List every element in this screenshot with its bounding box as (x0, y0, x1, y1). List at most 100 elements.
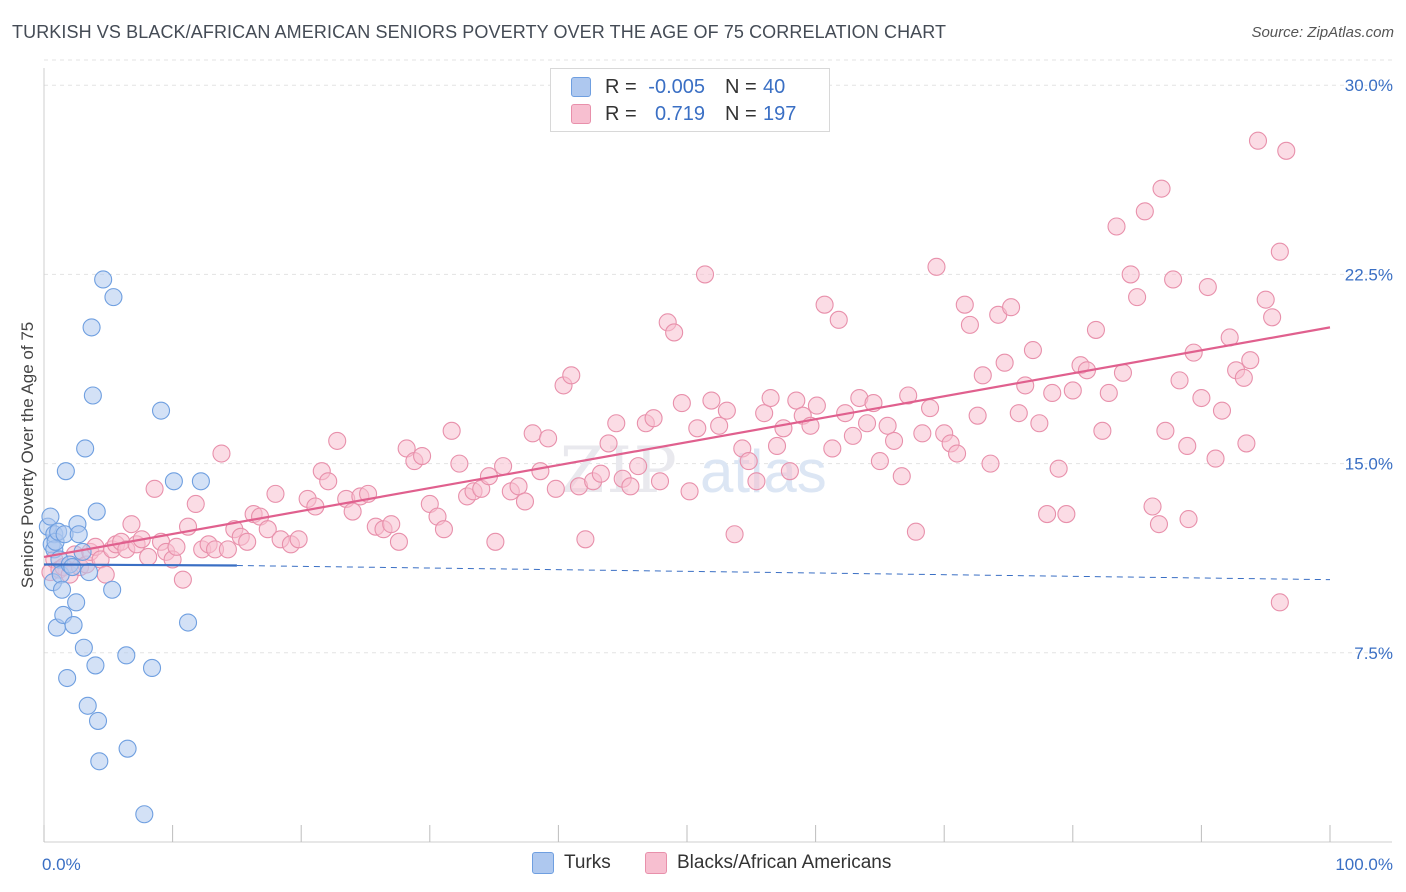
legend-swatch-turks (532, 852, 554, 874)
blacks-point (884, 431, 904, 450)
blacks-point (1099, 383, 1118, 403)
blacks-point (1192, 388, 1211, 408)
blacks-point (434, 520, 453, 539)
blacks-point (1063, 381, 1082, 400)
blacks-point (878, 416, 897, 435)
stats-legend: R = -0.005 N = 40 R = 0.719 N = 197 (550, 68, 830, 132)
blacks-point (139, 547, 158, 566)
turks-point (151, 401, 171, 420)
n-value: 197 (763, 102, 797, 125)
blacks-point (695, 265, 715, 284)
blacks-point (494, 457, 513, 476)
blacks-point (1152, 179, 1171, 198)
blacks-point (1241, 351, 1260, 370)
blacks-point (389, 532, 408, 551)
legend-row-blacks: R = 0.719 N = 197 (571, 101, 796, 127)
legend-swatch-blacks (571, 104, 591, 124)
turks-point (41, 507, 60, 526)
turks-point (79, 563, 99, 582)
blacks-point (238, 532, 257, 551)
blacks-point (755, 404, 774, 423)
blacks-point (258, 520, 277, 539)
legend-item-turks: Turks (532, 852, 611, 874)
turks-point (82, 318, 101, 337)
blacks-point (450, 454, 469, 473)
blacks-point (1256, 290, 1275, 309)
y-tick-label: 7.5% (1354, 644, 1393, 663)
blacks-point (680, 482, 699, 501)
blacks-point (870, 452, 889, 471)
blacks-point (442, 421, 461, 440)
blacks-point (815, 295, 834, 314)
blacks-point (546, 479, 565, 498)
r-label: R = (605, 102, 637, 125)
blacks-point (1198, 277, 1217, 297)
blacks-point (1149, 515, 1169, 534)
blacks-point (780, 462, 799, 481)
blacks-point (1016, 376, 1035, 395)
turks-point (103, 580, 122, 599)
turks-point (67, 593, 86, 612)
chart-title: TURKISH VS BLACK/AFRICAN AMERICAN SENIOR… (12, 22, 947, 42)
blacks-point (562, 366, 581, 385)
blacks-point (739, 452, 758, 471)
blacks-point (1277, 141, 1296, 160)
blacks-point (857, 414, 877, 433)
legend-label-blacks: Blacks/African Americans (677, 852, 892, 873)
blacks-point (767, 436, 787, 456)
blacks-point (650, 472, 670, 491)
blacks-point (1234, 368, 1253, 387)
blacks-point (173, 570, 192, 589)
x-tick-label: 0.0% (42, 855, 81, 874)
blacks-point (1038, 505, 1057, 524)
blacks-point (145, 479, 164, 498)
blacks-point (1121, 265, 1140, 284)
blacks-point (1002, 298, 1021, 317)
turks-point (104, 288, 123, 307)
turks-point (76, 439, 95, 458)
turks-point (191, 472, 210, 491)
legend-label-turks: Turks (564, 852, 611, 873)
blacks-point (823, 439, 842, 458)
blacks-point (186, 494, 205, 514)
blacks-point (122, 515, 141, 534)
blacks-point (807, 396, 826, 415)
turks-point (178, 613, 198, 632)
blacks-point (843, 426, 862, 445)
y-tick-label: 30.0% (1345, 76, 1393, 95)
blacks-point (1237, 434, 1256, 453)
blacks-point (1170, 371, 1189, 390)
blacks-point (688, 419, 707, 438)
blacks-point (486, 532, 505, 551)
blacks-point (702, 391, 721, 410)
x-tick-label: 100.0% (1335, 855, 1393, 874)
blacks-point (1248, 131, 1268, 150)
blacks-point (1206, 449, 1225, 468)
blacks-point (927, 257, 946, 276)
blacks-point (1093, 421, 1112, 440)
blacks-point (1179, 510, 1198, 529)
blacks-point (913, 424, 932, 443)
legend-row-turks: R = -0.005 N = 40 (571, 74, 785, 100)
blacks-point (96, 565, 115, 584)
blacks-point (892, 467, 911, 486)
blacks-point (1263, 308, 1282, 327)
blacks-point (1143, 497, 1162, 516)
source-label: Source: ZipAtlas.com (1251, 24, 1394, 41)
blacks-point (1057, 505, 1076, 524)
blacks-point (576, 530, 595, 549)
turks-point (164, 472, 183, 491)
blacks-point (973, 366, 992, 385)
trend-line (43, 326, 1331, 559)
blacks-point (266, 484, 285, 503)
blacks-point (539, 429, 558, 448)
blacks-point (710, 416, 729, 435)
trend-line (236, 565, 1331, 581)
blacks-point (899, 386, 918, 405)
blacks-point (591, 464, 610, 483)
blacks-point (1023, 341, 1042, 360)
blacks-point (515, 492, 535, 511)
blacks-point (212, 444, 231, 463)
series-legend: Turks Blacks/African Americans (0, 852, 1406, 876)
